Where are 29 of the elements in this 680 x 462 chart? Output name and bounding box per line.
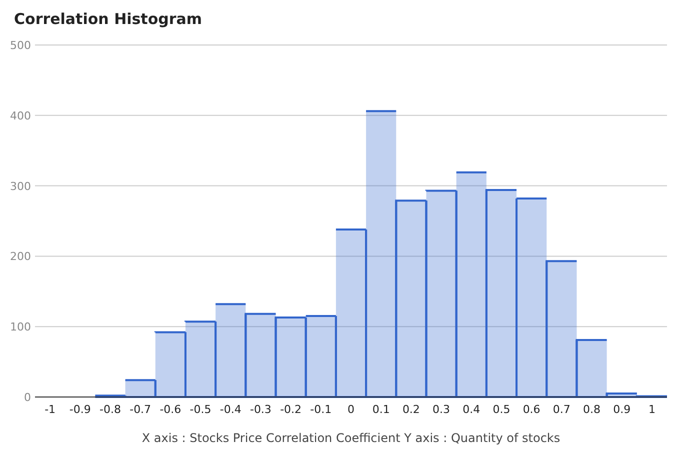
y-tick-label: 100 xyxy=(10,320,31,334)
y-tick-label: 300 xyxy=(10,180,31,193)
x-tick-label: 0.2 xyxy=(402,403,420,416)
x-tick-label: 0.7 xyxy=(552,403,570,416)
x-tick-label: 0.4 xyxy=(462,403,480,416)
x-tick-label: -0.2 xyxy=(280,403,302,416)
x-tick-label: 0.6 xyxy=(522,403,540,416)
x-tick-label: -0.7 xyxy=(130,403,152,416)
x-tick-label: -0.3 xyxy=(250,403,272,416)
x-tick-label: 0.9 xyxy=(613,403,631,416)
x-tick-label: -0.4 xyxy=(220,403,242,416)
x-tick-label: 0.8 xyxy=(583,403,601,416)
x-tick-label: 0.3 xyxy=(432,403,450,416)
x-tick-label: -0.6 xyxy=(160,403,182,416)
x-tick-label: 0.5 xyxy=(492,403,510,416)
x-tick-label: 1 xyxy=(648,403,656,416)
x-tick-label: -0.8 xyxy=(100,403,121,416)
y-tick-label: 200 xyxy=(10,250,31,264)
y-tick-label: 500 xyxy=(10,39,31,52)
y-tick-label: 0 xyxy=(24,391,31,404)
x-tick-label: -0.9 xyxy=(69,403,91,416)
x-tick-label: 0.1 xyxy=(372,403,390,416)
y-tick-label: 400 xyxy=(10,109,31,122)
x-tick-label: -0.1 xyxy=(310,403,332,416)
x-axis-title: X axis : Stocks Price Correlation Coefficient Y axis : Quantity of stocks xyxy=(142,431,560,445)
x-tick-label: -0.5 xyxy=(190,403,212,416)
x-tick-label: 0 xyxy=(348,403,354,416)
chart-title: Correlation Histogram xyxy=(14,10,202,28)
x-tick-label: -1 xyxy=(44,403,56,416)
